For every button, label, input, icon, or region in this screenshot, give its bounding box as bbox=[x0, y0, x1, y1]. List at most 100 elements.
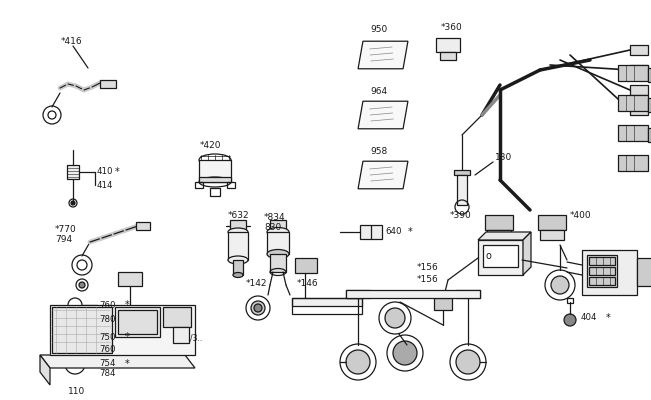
Bar bbox=[346, 290, 480, 298]
Text: 414: 414 bbox=[97, 180, 113, 190]
Bar bbox=[436, 38, 460, 52]
Text: o: o bbox=[486, 251, 492, 261]
Text: 410: 410 bbox=[97, 168, 113, 176]
Bar bbox=[618, 95, 648, 111]
Circle shape bbox=[393, 341, 417, 365]
Bar bbox=[100, 80, 116, 88]
Bar bbox=[199, 177, 231, 182]
Bar bbox=[227, 182, 235, 188]
Text: 794: 794 bbox=[55, 236, 72, 244]
Circle shape bbox=[69, 344, 81, 356]
Bar bbox=[52, 307, 112, 353]
Ellipse shape bbox=[228, 256, 248, 264]
Text: *: * bbox=[125, 359, 130, 369]
Circle shape bbox=[254, 304, 262, 312]
Circle shape bbox=[385, 308, 405, 328]
Bar bbox=[50, 305, 195, 355]
Bar bbox=[457, 175, 467, 205]
Bar bbox=[270, 254, 286, 272]
Polygon shape bbox=[358, 161, 408, 189]
Bar bbox=[589, 257, 615, 265]
Bar bbox=[485, 215, 513, 230]
Bar bbox=[173, 327, 189, 343]
Bar bbox=[210, 188, 220, 196]
Bar bbox=[630, 45, 648, 55]
Ellipse shape bbox=[228, 228, 248, 236]
Text: *: * bbox=[125, 332, 130, 342]
Bar bbox=[195, 182, 203, 188]
Polygon shape bbox=[358, 101, 408, 129]
Text: *420: *420 bbox=[200, 140, 221, 150]
Text: *156: *156 bbox=[417, 276, 439, 284]
Bar bbox=[292, 298, 362, 306]
Ellipse shape bbox=[267, 228, 289, 236]
Text: 130: 130 bbox=[495, 152, 512, 162]
Bar bbox=[587, 255, 617, 287]
Text: 784: 784 bbox=[99, 368, 115, 378]
Bar bbox=[618, 65, 648, 81]
Circle shape bbox=[564, 314, 576, 326]
Text: *390: *390 bbox=[450, 210, 472, 220]
Bar bbox=[456, 290, 480, 298]
Circle shape bbox=[71, 201, 75, 205]
Bar bbox=[483, 245, 518, 267]
Bar bbox=[270, 220, 286, 232]
Bar bbox=[118, 272, 142, 286]
Bar bbox=[199, 160, 231, 182]
Circle shape bbox=[251, 301, 265, 315]
Text: *142: *142 bbox=[246, 278, 268, 288]
Polygon shape bbox=[40, 355, 50, 385]
Bar bbox=[295, 258, 317, 273]
Bar bbox=[454, 170, 470, 175]
Bar bbox=[582, 250, 637, 295]
Bar bbox=[630, 65, 648, 75]
Bar bbox=[487, 230, 511, 240]
Bar bbox=[440, 52, 456, 60]
Bar bbox=[360, 225, 382, 239]
Text: *632: *632 bbox=[228, 210, 249, 220]
Text: *834: *834 bbox=[264, 214, 286, 222]
Text: *: * bbox=[606, 313, 611, 323]
Ellipse shape bbox=[267, 250, 289, 258]
Bar bbox=[292, 298, 362, 314]
Bar bbox=[540, 230, 564, 240]
Text: *360: *360 bbox=[441, 24, 463, 32]
Text: 754: 754 bbox=[99, 360, 115, 368]
Polygon shape bbox=[40, 355, 195, 368]
Bar bbox=[163, 307, 191, 327]
Text: *: * bbox=[408, 227, 413, 237]
Bar bbox=[618, 125, 648, 141]
Text: 404: 404 bbox=[581, 314, 598, 322]
Bar bbox=[228, 232, 248, 260]
Polygon shape bbox=[523, 232, 531, 275]
Text: *416: *416 bbox=[61, 38, 83, 46]
Text: 750: 750 bbox=[99, 332, 115, 342]
Bar bbox=[589, 267, 615, 275]
Bar bbox=[630, 105, 648, 115]
Bar bbox=[618, 155, 648, 171]
Text: 950: 950 bbox=[370, 26, 387, 34]
Bar bbox=[567, 298, 573, 303]
Text: *: * bbox=[115, 167, 120, 177]
Text: *400: *400 bbox=[570, 210, 592, 220]
Text: *146: *146 bbox=[297, 278, 318, 288]
Circle shape bbox=[79, 282, 85, 288]
Bar bbox=[648, 128, 651, 142]
Text: 760: 760 bbox=[99, 300, 115, 310]
Text: *156: *156 bbox=[417, 264, 439, 272]
Bar bbox=[230, 220, 246, 232]
Ellipse shape bbox=[199, 154, 231, 166]
Bar bbox=[233, 260, 243, 275]
Bar bbox=[637, 258, 651, 286]
Circle shape bbox=[346, 350, 370, 374]
Text: 780: 780 bbox=[99, 316, 115, 324]
Text: *: * bbox=[125, 300, 130, 310]
Text: 964: 964 bbox=[370, 88, 387, 96]
Bar bbox=[648, 98, 651, 112]
Bar bbox=[267, 232, 289, 254]
Bar bbox=[478, 240, 523, 275]
Text: 830: 830 bbox=[264, 224, 281, 232]
Text: 110: 110 bbox=[68, 388, 85, 396]
Text: /3..: /3.. bbox=[190, 334, 202, 342]
Bar bbox=[115, 307, 160, 337]
